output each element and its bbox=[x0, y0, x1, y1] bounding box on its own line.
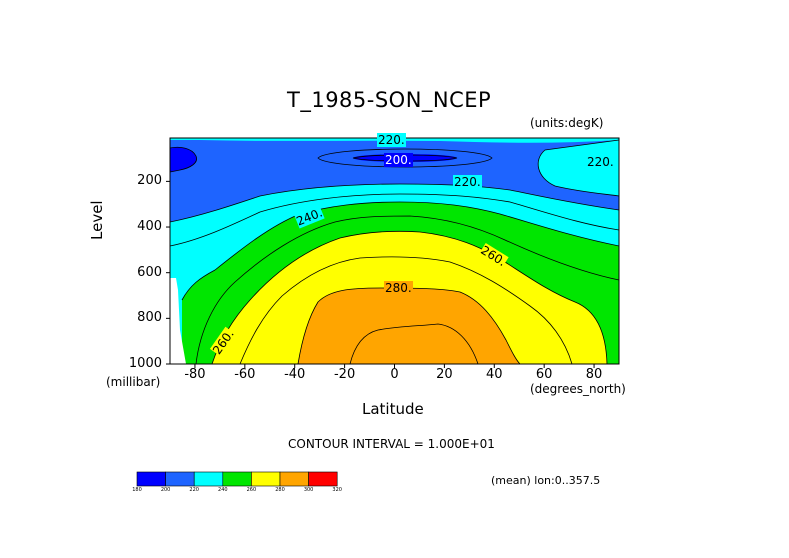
colorbar-level-label: 240 bbox=[218, 487, 228, 493]
colorbar-swatch bbox=[251, 471, 281, 487]
contour-290 bbox=[349, 323, 479, 365]
colorbar bbox=[136, 471, 338, 487]
colorbar-swatch bbox=[308, 471, 338, 487]
colorbar-level-label: 220 bbox=[189, 487, 199, 493]
colorbar-swatch bbox=[222, 471, 252, 487]
y-tick-marks bbox=[166, 180, 170, 365]
colorbar-level-label: 200 bbox=[160, 487, 171, 493]
contour-210-ring bbox=[317, 148, 493, 168]
colorbar-level-label: 260 bbox=[246, 487, 257, 493]
y-tick-label: 800 bbox=[137, 310, 162, 326]
chart-title: T_1985-SON_NCEP bbox=[287, 88, 492, 112]
colorbar-level-label: 300 bbox=[303, 487, 314, 493]
contour-240 bbox=[181, 201, 620, 301]
y-axis-label: Level bbox=[88, 200, 106, 240]
mean-longitude-note: (mean) lon:0..357.5 bbox=[491, 474, 601, 487]
band-below-200-left bbox=[170, 147, 197, 172]
colorbar-swatch bbox=[193, 471, 224, 487]
contour-label: 280. bbox=[384, 281, 413, 295]
colorbar-swatch bbox=[279, 471, 309, 487]
contour-220 bbox=[169, 183, 620, 223]
x-axis-unit: (degrees_north) bbox=[530, 382, 626, 396]
contour-270 bbox=[239, 256, 573, 365]
colorbar-level-label: 320 bbox=[332, 487, 342, 493]
contour-260 bbox=[211, 230, 608, 365]
x-tick-label: -80 bbox=[184, 367, 206, 382]
x-axis-label: Latitude bbox=[362, 400, 424, 418]
y-tick-label: 200 bbox=[137, 173, 162, 189]
x-tick-label: 20 bbox=[436, 367, 453, 382]
x-tick-label: 40 bbox=[485, 367, 503, 382]
contour-interval-note: CONTOUR INTERVAL = 1.000E+01 bbox=[288, 437, 495, 451]
colorbar-level-label: 280 bbox=[275, 487, 285, 493]
x-tick-label: -60 bbox=[234, 367, 256, 382]
units-note: (units:degK) bbox=[530, 116, 604, 130]
y-tick-label: 400 bbox=[137, 219, 162, 235]
y-tick-label: 1000 bbox=[128, 356, 162, 371]
contour-230 bbox=[169, 193, 620, 247]
contour-label: 220. bbox=[586, 155, 615, 169]
colorbar-swatch bbox=[136, 471, 166, 487]
x-tick-label: 80 bbox=[585, 367, 603, 382]
contour-280 bbox=[297, 287, 521, 365]
contour-lines bbox=[169, 139, 620, 365]
missing-data-patch bbox=[170, 278, 186, 364]
x-tick-label: 0 bbox=[390, 367, 399, 382]
x-tick-label: -20 bbox=[333, 367, 356, 382]
contour-200-core bbox=[352, 154, 458, 162]
band-220-240-right-cap bbox=[538, 140, 619, 196]
x-tick-marks bbox=[194, 364, 595, 368]
colorbar-swatch bbox=[165, 471, 195, 487]
contour-fields bbox=[170, 138, 619, 364]
colorbar-level-label: 180 bbox=[132, 487, 142, 493]
contour-label: 220. bbox=[453, 175, 482, 189]
y-axis-unit: (millibar) bbox=[106, 375, 161, 389]
contour-label: 200. bbox=[384, 153, 413, 167]
contour-220-right bbox=[537, 139, 620, 197]
x-tick-label: -40 bbox=[284, 367, 306, 382]
y-tick-label: 600 bbox=[137, 264, 162, 280]
contour-250 bbox=[195, 215, 620, 365]
x-tick-label: 60 bbox=[535, 367, 553, 382]
contour-label: 220. bbox=[377, 133, 406, 147]
contour-200-left bbox=[169, 146, 197, 173]
